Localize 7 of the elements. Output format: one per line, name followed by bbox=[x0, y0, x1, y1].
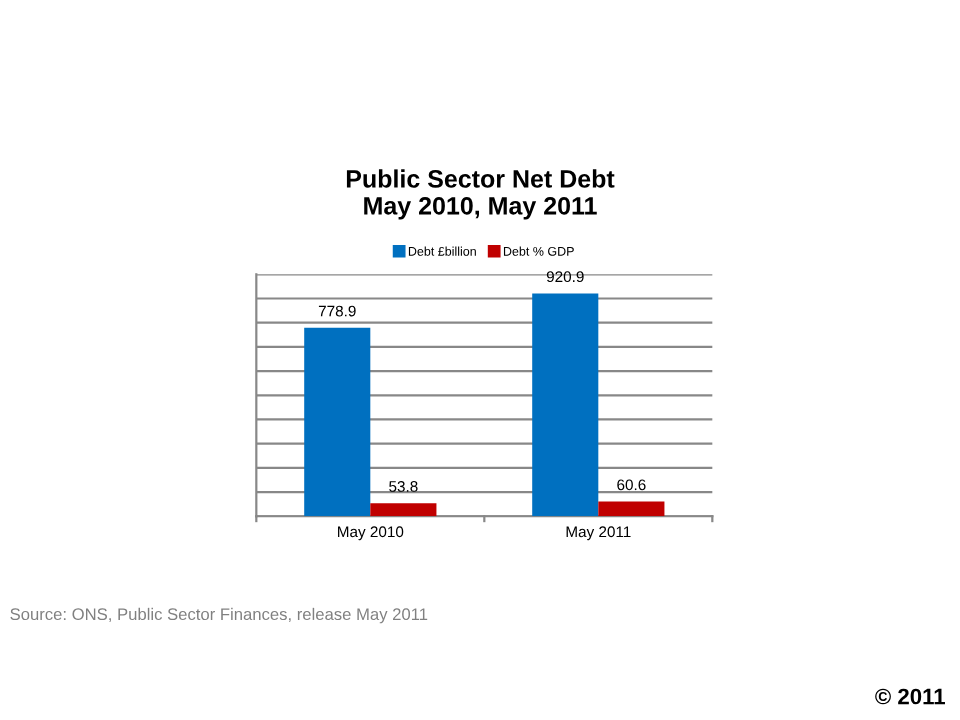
bar bbox=[598, 501, 665, 517]
bar bbox=[304, 327, 371, 517]
bar bbox=[370, 503, 437, 517]
bar bbox=[532, 293, 599, 517]
text: © 2011 bbox=[875, 688, 945, 705]
source-note: Source: ONS, Public Sector Finances, release May 2011 bbox=[10, 607, 428, 624]
chart-title: Public Sector Net Debt May 2010, May 2011 bbox=[346, 169, 615, 220]
